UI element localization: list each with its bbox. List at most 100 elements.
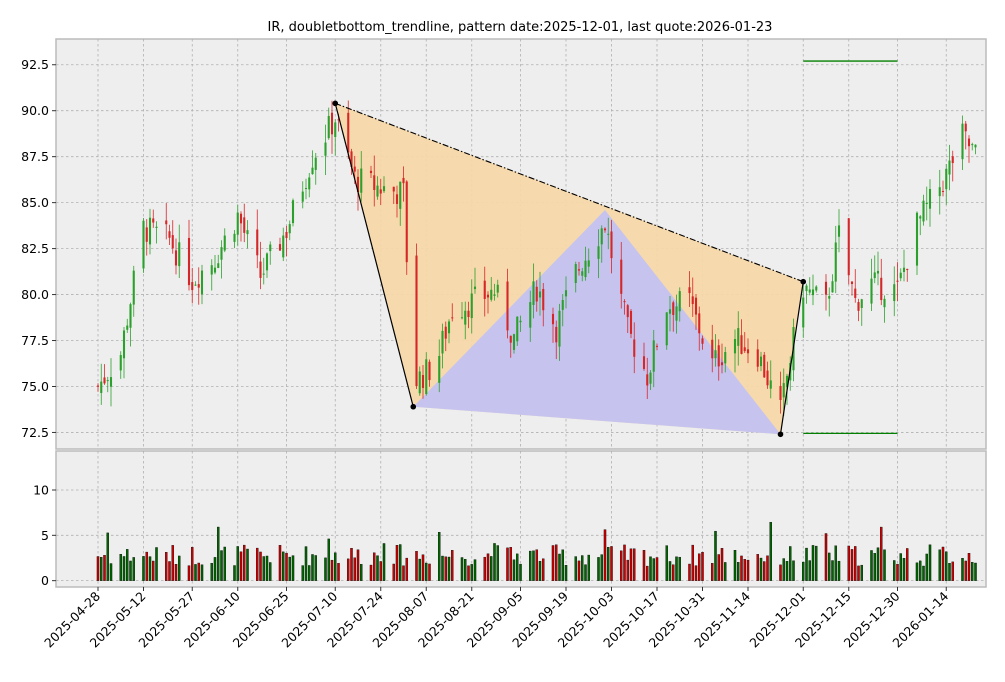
volume-bar [724,562,727,581]
candle-body [174,250,178,266]
candle-body [850,281,854,285]
candle-body [262,273,265,275]
candle-body [938,187,941,197]
volume-bar [915,562,919,581]
volume-bar [717,554,720,581]
pattern-layer [335,103,804,435]
candle-body [691,296,694,305]
volume-bar [574,556,577,581]
candle-body [379,189,382,194]
candle-body [353,166,356,172]
candle-body [119,355,122,371]
candle-body [815,286,818,291]
candle-body [802,297,805,328]
volume-bar [883,549,886,581]
price-tick-label: 87.5 [21,149,49,164]
candle-body [857,302,860,311]
volume-bar [148,556,152,581]
volume-bar [906,548,909,581]
volume-bar [369,564,373,581]
candle-body [724,352,727,364]
volume-bar [464,559,467,581]
volume-bar [558,553,561,581]
volume-bar [610,546,613,581]
candle-body [893,284,896,302]
candle-body [256,229,259,256]
volume-bar [880,526,883,581]
candle-body [633,339,636,357]
volume-bar [691,544,694,581]
volume-bar [779,564,782,581]
volume-bar [308,565,311,581]
candle-body [282,235,285,258]
candle-body [438,355,441,383]
candle-body [847,218,850,276]
volume-bar [967,553,971,581]
volume-bar [132,557,135,581]
candle-body [558,310,561,347]
volume-bar [847,545,850,581]
volume-bar [529,550,532,581]
volume-bar [802,561,805,581]
volume-bar [538,560,542,581]
volume-tick-label: 0 [41,573,49,588]
candle-body [542,288,545,311]
pattern-leg [779,281,804,435]
candle-body [441,330,444,354]
volume-bar [441,555,444,581]
candle-body [928,189,932,209]
candle-body [551,313,555,325]
volume-bar [902,558,906,581]
volume-bar [460,557,464,581]
candle-body [587,260,590,267]
volume-bar [828,552,831,581]
candle-body [460,317,464,319]
candle-body [301,191,304,202]
candle-body [694,297,698,315]
volume-bar [850,549,854,581]
candle-body [96,385,100,387]
volume-layer [96,521,977,581]
price-tick-label: 82.5 [21,241,49,256]
volume-bar [350,547,353,581]
volume-bar [831,560,834,581]
candle-body [698,313,701,334]
volume-bar [191,547,194,581]
volume-bar [837,560,841,581]
candle-body [701,338,704,344]
volume-bar [740,555,743,581]
candle-body [233,233,236,242]
volume-bar [961,558,964,581]
volume-bar [490,556,493,581]
candle-body [467,310,470,317]
candle-body [369,170,373,174]
candle-body [743,347,746,352]
volume-bar [486,553,490,581]
volume-bar [766,555,769,581]
candle-body [834,242,837,282]
volume-bar [948,563,951,581]
volume-bar [256,547,259,581]
volume-bar [223,546,226,581]
candle-body [607,233,610,235]
candle-body [425,359,428,395]
candle-body [428,361,431,381]
pattern-point [332,100,339,107]
candle-body [447,321,451,334]
candle-body [418,371,421,394]
volume-bar [262,556,265,581]
candle-body [896,280,899,282]
candle-body [470,293,473,319]
candle-body [945,168,948,190]
candle-body [811,289,815,296]
volume-bar [649,556,652,581]
volume-bar [922,565,925,581]
candle-body [688,287,691,294]
candle-body [948,160,951,175]
volume-bar [311,554,314,581]
candle-body [259,261,262,278]
candle-body [376,185,379,197]
candle-body [883,298,886,308]
candle-body [168,231,171,238]
candle-body [925,202,928,205]
